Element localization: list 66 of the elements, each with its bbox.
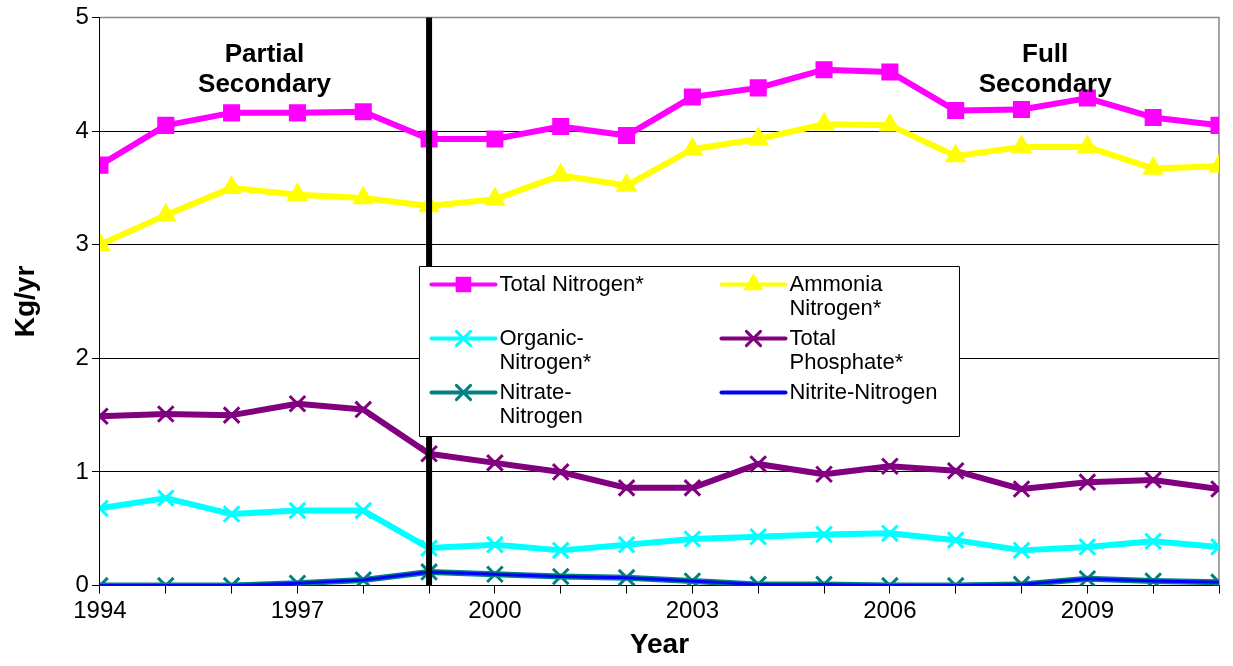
point xyxy=(288,394,307,414)
point xyxy=(552,117,570,136)
point xyxy=(1012,100,1031,118)
point xyxy=(683,478,702,498)
point xyxy=(1012,479,1031,499)
point xyxy=(288,501,307,520)
point xyxy=(749,79,767,97)
y-tick-label: 3 xyxy=(75,229,89,257)
point xyxy=(880,457,900,476)
y-tick-label: 4 xyxy=(75,115,89,143)
y-tick-label: 5 xyxy=(75,2,89,30)
legend-label: Total Nitrogen* xyxy=(499,270,645,296)
legend-label: Nitrite-Nitrogen xyxy=(789,378,938,404)
point xyxy=(485,453,505,473)
point xyxy=(551,541,571,560)
point xyxy=(223,104,241,122)
legend-label: Organic-Nitrogen* xyxy=(499,324,592,374)
point xyxy=(815,61,833,79)
point xyxy=(288,104,306,122)
y-tick-label: 2 xyxy=(75,342,89,370)
point xyxy=(156,404,176,424)
annotation: Partial Secondary xyxy=(198,37,332,98)
point xyxy=(353,501,373,520)
y-tick-label: 0 xyxy=(75,570,89,598)
legend-label: Ammonia Nitrogen* xyxy=(789,270,884,320)
point xyxy=(880,524,900,543)
point xyxy=(748,454,768,474)
x-tick-label: 2006 xyxy=(863,595,917,623)
point xyxy=(222,504,241,524)
legend-label: Total Phosphate* xyxy=(789,324,904,374)
point xyxy=(353,400,373,419)
point xyxy=(683,529,702,549)
point xyxy=(157,116,175,134)
point xyxy=(486,130,504,148)
point xyxy=(156,488,176,508)
y-axis-title: Kg/yr xyxy=(8,265,40,338)
y-tick-label: 1 xyxy=(75,456,89,484)
point xyxy=(617,535,636,554)
x-tick-label: 2003 xyxy=(665,595,720,623)
point xyxy=(1012,541,1031,560)
legend-label: Nitrate-Nitrogen xyxy=(499,378,583,428)
point xyxy=(1144,108,1162,126)
point xyxy=(618,127,636,145)
point xyxy=(222,405,241,425)
x-axis-title: Year xyxy=(629,627,690,659)
point xyxy=(814,525,834,544)
point xyxy=(1078,537,1097,557)
point xyxy=(946,530,965,550)
point xyxy=(1143,532,1163,551)
annotation: Full Secondary xyxy=(978,37,1113,98)
point xyxy=(748,527,768,547)
point xyxy=(551,462,571,482)
point xyxy=(881,63,899,81)
x-tick-label: 1994 xyxy=(73,595,127,623)
point xyxy=(1078,472,1097,492)
x-tick-label: 2009 xyxy=(1060,595,1115,623)
point xyxy=(946,461,965,481)
point xyxy=(617,478,636,498)
point xyxy=(485,535,505,554)
x-tick-label: 1997 xyxy=(270,595,325,623)
point xyxy=(1143,470,1163,490)
point xyxy=(814,464,834,484)
point xyxy=(947,102,965,120)
point xyxy=(354,103,372,121)
x-tick-label: 2000 xyxy=(468,595,522,623)
point xyxy=(683,88,701,106)
